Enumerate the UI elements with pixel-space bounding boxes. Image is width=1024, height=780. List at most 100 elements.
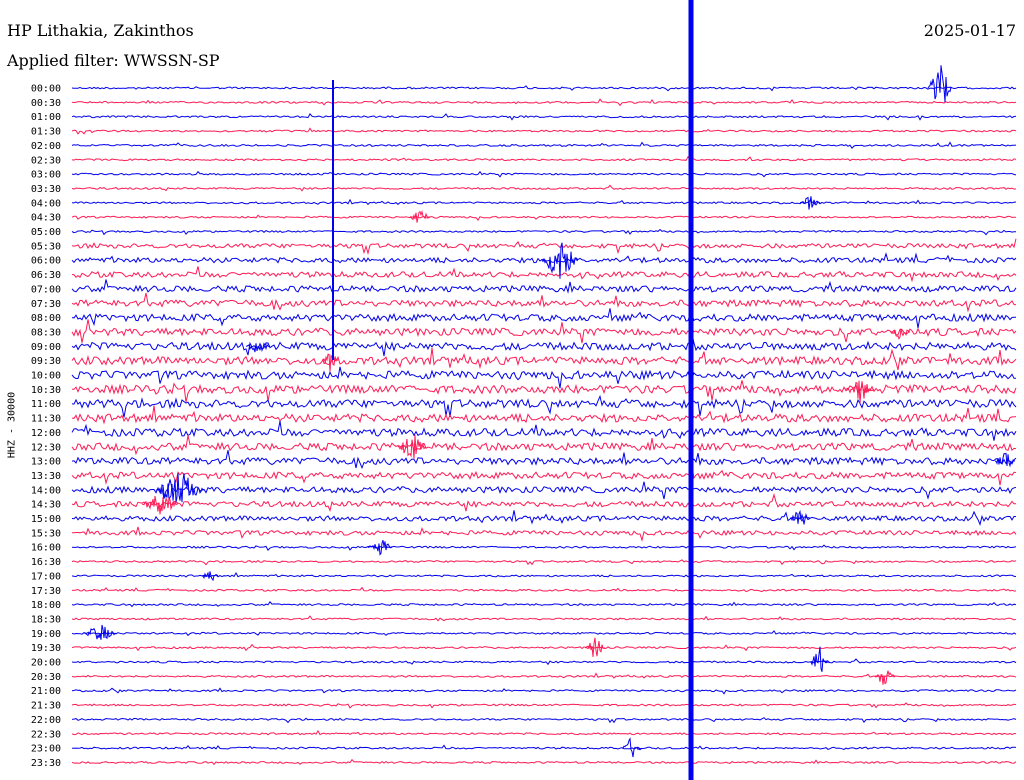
time-label: 19:00: [31, 629, 61, 640]
event-burst: [994, 452, 1016, 468]
time-label: 07:00: [31, 284, 61, 295]
time-label: 03:30: [31, 184, 61, 195]
trace-line: [71, 319, 1017, 344]
time-label: 09:30: [31, 356, 61, 367]
time-label: 14:00: [31, 485, 61, 496]
time-label: 17:00: [31, 571, 61, 582]
time-label: 18:30: [31, 614, 61, 625]
event-burst: [409, 209, 431, 223]
time-label: 21:30: [31, 701, 61, 712]
trace-line: [71, 292, 1017, 313]
time-label: 06:30: [31, 270, 61, 281]
trace-line: [71, 744, 1017, 750]
time-label: 08:30: [31, 327, 61, 338]
trace-line: [72, 380, 1017, 403]
time-label: 02:00: [31, 141, 61, 152]
time-label: 20:00: [31, 658, 61, 669]
time-label: 01:00: [31, 112, 61, 123]
time-label: 15:00: [31, 514, 61, 525]
time-label: 02:30: [31, 155, 61, 166]
time-label: 00:00: [31, 84, 61, 95]
trace-line: [71, 214, 1017, 221]
event-burst: [245, 342, 271, 353]
filter-label: Applied filter: WWSSN-SP: [7, 51, 220, 70]
time-label: 19:30: [31, 643, 61, 654]
event-burst: [368, 540, 393, 556]
event-burst: [890, 328, 911, 340]
trace-line: [71, 717, 1017, 724]
trace-line: [71, 98, 1017, 107]
trace-line: [72, 526, 1017, 542]
trace-line: [71, 184, 1017, 192]
trace-line: [71, 586, 1016, 593]
trace-line: [71, 85, 1017, 92]
station-title: HP Lithakia, Zakinthos: [7, 21, 194, 40]
time-label: 22:30: [31, 729, 61, 740]
trace-line: [71, 155, 1017, 162]
time-label: 22:00: [31, 715, 61, 726]
event-burst: [585, 637, 606, 657]
time-label: 10:00: [31, 371, 61, 382]
time-label: 10:30: [31, 385, 61, 396]
event-burst: [141, 496, 179, 515]
event-burst: [845, 380, 875, 404]
time-label: 21:00: [31, 686, 61, 697]
trace-line: [71, 672, 1017, 679]
trace-line: [71, 479, 1017, 500]
event-burst: [397, 434, 427, 459]
trace-line: [71, 127, 1017, 135]
time-label: 07:30: [31, 299, 61, 310]
trace-line: [71, 238, 1017, 256]
trace-line: [71, 600, 1017, 608]
time-label: 11:30: [31, 414, 61, 425]
time-label: 01:30: [31, 127, 61, 138]
trace-line: [71, 643, 1017, 652]
event-burst: [321, 353, 339, 372]
trace-line: [71, 658, 1017, 666]
event-burst: [83, 624, 117, 640]
trace-line: [71, 308, 1017, 329]
time-label: 04:30: [31, 213, 61, 224]
trace-line: [71, 279, 1017, 294]
trace-line: [71, 466, 1017, 486]
time-label: 06:00: [31, 256, 61, 267]
time-label: 15:30: [31, 528, 61, 539]
time-label: 12:30: [31, 442, 61, 453]
event-burst: [541, 242, 579, 279]
time-label: 04:00: [31, 198, 61, 209]
time-label: 23:30: [31, 758, 61, 769]
trace-line: [71, 510, 1017, 526]
time-label: 13:00: [31, 457, 61, 468]
event-burst: [799, 196, 821, 210]
event-burst: [927, 65, 953, 103]
trace-line: [71, 394, 1017, 418]
trace-line: [71, 615, 1017, 622]
trace-line: [71, 333, 1017, 357]
time-label: 23:00: [31, 744, 61, 755]
time-label: 20:30: [31, 672, 61, 683]
time-label: 05:00: [31, 227, 61, 238]
time-label: 08:00: [31, 313, 61, 324]
time-label: 14:30: [31, 500, 61, 511]
time-label: 09:00: [31, 342, 61, 353]
date-label: 2025-01-17: [923, 21, 1016, 40]
trace-line: [71, 435, 1017, 456]
trace-line: [71, 366, 1016, 389]
event-burst: [155, 473, 205, 503]
trace-line: [71, 405, 1017, 425]
trace-line: [71, 687, 1017, 695]
time-label: 12:00: [31, 428, 61, 439]
trace-line: [71, 266, 1017, 283]
time-label: 03:00: [31, 170, 61, 181]
trace-line: [71, 450, 1017, 470]
trace-line: [71, 702, 1017, 709]
trace-line: [71, 141, 1017, 150]
trace-line: [71, 630, 1017, 637]
time-label: 16:30: [31, 557, 61, 568]
time-label: 18:00: [31, 600, 61, 611]
trace-line: [71, 421, 1017, 441]
trace-line: [71, 493, 1017, 513]
trace-line: [71, 729, 1016, 736]
time-label: 16:00: [31, 543, 61, 554]
